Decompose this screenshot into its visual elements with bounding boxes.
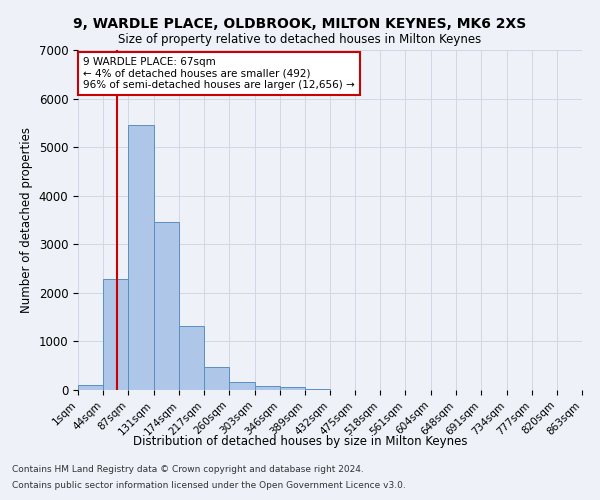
Text: Size of property relative to detached houses in Milton Keynes: Size of property relative to detached ho… xyxy=(118,32,482,46)
Bar xyxy=(103,280,128,390)
Text: Distribution of detached houses by size in Milton Keynes: Distribution of detached houses by size … xyxy=(133,435,467,448)
Text: Contains HM Land Registry data © Crown copyright and database right 2024.: Contains HM Land Registry data © Crown c… xyxy=(12,466,364,474)
Bar xyxy=(280,387,305,390)
Bar xyxy=(179,326,204,390)
Bar xyxy=(128,126,154,390)
Text: 9 WARDLE PLACE: 67sqm
← 4% of detached houses are smaller (492)
96% of semi-deta: 9 WARDLE PLACE: 67sqm ← 4% of detached h… xyxy=(83,57,355,90)
Bar xyxy=(154,222,179,390)
Bar xyxy=(305,389,330,390)
Text: 9, WARDLE PLACE, OLDBROOK, MILTON KEYNES, MK6 2XS: 9, WARDLE PLACE, OLDBROOK, MILTON KEYNES… xyxy=(73,18,527,32)
Y-axis label: Number of detached properties: Number of detached properties xyxy=(20,127,33,313)
Bar xyxy=(254,386,280,390)
Bar xyxy=(229,382,254,390)
Text: Contains public sector information licensed under the Open Government Licence v3: Contains public sector information licen… xyxy=(12,480,406,490)
Bar xyxy=(204,367,229,390)
Bar xyxy=(78,385,103,390)
